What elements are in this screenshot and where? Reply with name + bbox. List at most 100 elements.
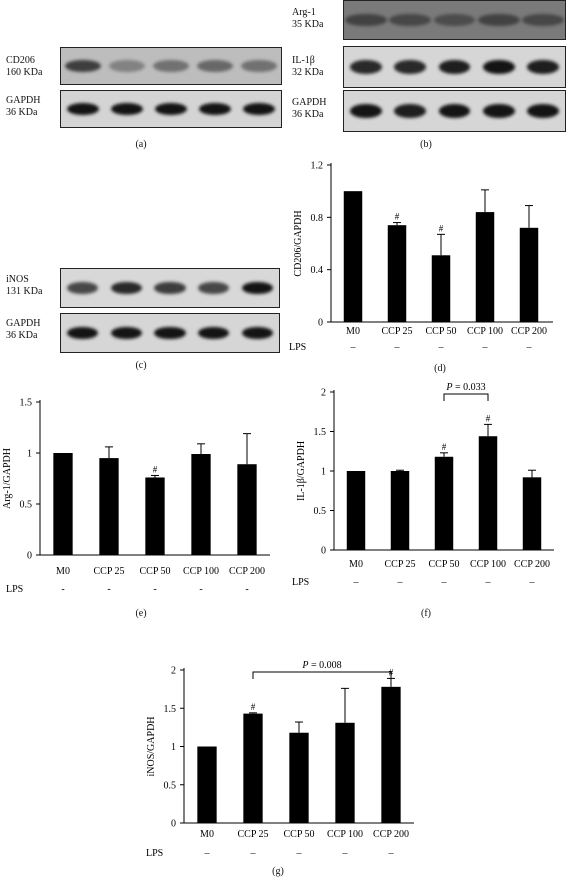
lps-value: – (350, 342, 357, 353)
chart-f-il1b: 0 0.5 1 1.5 2 IL-1β/GAPDH M0 – CCP 25 – # CCP 50 – # C… (292, 382, 554, 588)
blot-a-cd206 (60, 47, 282, 85)
significance-mark: # (153, 464, 158, 474)
significance-mark: # (251, 702, 256, 712)
blot-band (110, 326, 143, 340)
lps-label: LPS (6, 584, 23, 595)
bar-m0 (346, 471, 366, 550)
category-label: CCP 200 (373, 829, 409, 840)
category-label: CCP 100 (327, 829, 363, 840)
lps-label: LPS (289, 342, 306, 353)
blot-band (345, 13, 388, 27)
caption-g: (g) (272, 866, 284, 877)
blot-band (153, 59, 189, 73)
p-value-label: P = 0.033 (445, 382, 485, 393)
blot-b-arg1 (343, 0, 566, 40)
bar-ccp-50 (289, 732, 309, 823)
bar-ccp-25 (390, 471, 410, 550)
lps-label: LPS (292, 577, 309, 588)
lps-value: - (61, 584, 64, 595)
blot-band (197, 326, 230, 340)
category-label: CCP 25 (381, 326, 412, 337)
category-label: M0 (56, 566, 70, 577)
bar-ccp-100 (335, 722, 355, 823)
lps-value: – (397, 577, 404, 588)
category-label: CCP 25 (384, 559, 415, 570)
lps-value: – (342, 848, 349, 859)
lps-value: - (107, 584, 110, 595)
blot-band (154, 326, 186, 340)
blot-band (521, 13, 564, 27)
blot-band (394, 60, 427, 74)
y-tick-label: 0 (318, 318, 323, 329)
blot-c-inos (60, 268, 280, 308)
category-label: M0 (349, 559, 363, 570)
blot-b-il1b-label: IL-1β 32 KDa (292, 55, 324, 78)
significance-mark: # (442, 442, 447, 452)
category-label: CCP 100 (470, 559, 506, 570)
y-tick-label: 2 (171, 666, 176, 677)
blot-band (350, 60, 382, 74)
lps-value: - (153, 584, 156, 595)
bar-m0 (197, 746, 217, 823)
blot-band (389, 13, 432, 27)
category-label: CCP 50 (428, 559, 459, 570)
y-tick-label: 1 (321, 467, 326, 478)
caption-f: (f) (421, 608, 431, 619)
bar-ccp-200 (519, 227, 539, 322)
p-value-label: P = 0.008 (301, 660, 341, 671)
lps-value: – (482, 342, 489, 353)
blot-band (65, 59, 101, 73)
blot-c-gapdh (60, 313, 280, 353)
blot-b-gapdh (343, 90, 566, 132)
category-label: CCP 25 (237, 829, 268, 840)
bar-ccp-100 (191, 454, 211, 555)
blot-band (199, 102, 231, 116)
blot-a-gapdh (60, 90, 282, 128)
category-label: CCP 200 (229, 566, 265, 577)
significance-mark: # (439, 223, 444, 233)
blot-b-il1b (343, 46, 566, 88)
category-label: CCP 50 (425, 326, 456, 337)
bar-ccp-200 (522, 477, 542, 550)
lps-value: – (485, 577, 492, 588)
y-tick-label: 0 (171, 819, 176, 830)
significance-mark: # (395, 212, 400, 222)
bar-ccp-100 (478, 436, 498, 550)
blot-band (526, 104, 559, 118)
lps-value: – (353, 577, 360, 588)
bar-ccp-50 (434, 456, 454, 550)
lps-value: – (438, 342, 445, 353)
category-label: M0 (200, 829, 214, 840)
blot-band (67, 281, 99, 295)
blot-band (241, 281, 273, 295)
chart-e-arg1: 0 0.5 1 1.5 Arg-1/GAPDH M0 - CCP 25 - # CCP 50 - CCP… (2, 398, 270, 595)
bar-m0 (343, 191, 363, 322)
bar-ccp-25 (243, 713, 263, 823)
y-tick-label: 1.5 (314, 427, 327, 438)
caption-b: (b) (420, 139, 432, 150)
y-tick-label: 0 (27, 551, 32, 562)
chart-g-inos: 0 0.5 1 1.5 2 iNOS/GAPDH M0 – # CCP 25 – CCP 50 – CCP… (146, 660, 414, 859)
blot-c-gapdh-label: GAPDH 36 KDa (6, 318, 41, 341)
category-label: CCP 200 (511, 326, 547, 337)
category-label: M0 (346, 326, 360, 337)
chart-d-cd206: 0 0.4 0.8 1.2 CD206/GAPDH M0 – # CCP 25 – # CCP 50 –… (289, 161, 553, 353)
y-tick-label: 1 (27, 449, 32, 460)
category-label: CCP 100 (183, 566, 219, 577)
lps-value: – (388, 848, 395, 859)
bar-m0 (53, 453, 73, 555)
blot-band (67, 102, 99, 116)
bar-ccp-50 (145, 477, 165, 555)
blot-band (154, 281, 186, 295)
blot-band (482, 104, 515, 118)
y-axis-label: IL-1β/GAPDH (296, 441, 307, 501)
lps-value: – (441, 577, 448, 588)
lps-value: – (296, 848, 303, 859)
blot-c-inos-label: iNOS 131 KDa (6, 274, 43, 297)
blot-a-cd206-label: CD206 160 KDa (6, 55, 43, 78)
lps-value: – (394, 342, 401, 353)
blot-band (482, 60, 515, 74)
bar-ccp-200 (237, 464, 257, 555)
category-label: CCP 50 (283, 829, 314, 840)
blot-band (241, 326, 273, 340)
